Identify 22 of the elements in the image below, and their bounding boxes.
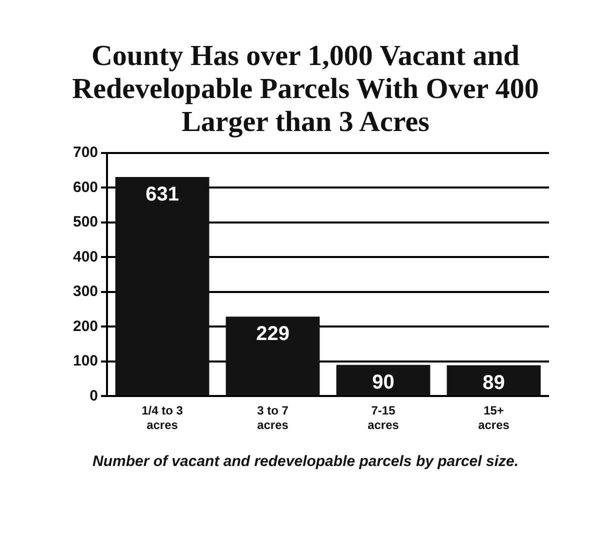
x-tick-label: 3 to 7 acres <box>257 404 289 432</box>
data-label: 229 <box>256 323 290 346</box>
chart-title: County Has over 1,000 Vacant and Redevelopable Parcels With Over 400 Larger than 3 Acres <box>71 40 540 139</box>
y-tick-label: 200 <box>72 318 98 335</box>
x-tick-label: 15+ acres <box>478 404 510 432</box>
y-tick-label: 700 <box>72 144 98 162</box>
data-label: 631 <box>146 183 179 206</box>
bar <box>336 364 430 396</box>
y-tick-label: 100 <box>72 352 98 370</box>
y-tick-label: 0 <box>90 387 98 404</box>
bar <box>446 365 541 396</box>
y-tick-label: 600 <box>72 178 98 196</box>
y-tick-label: 500 <box>72 214 98 231</box>
y-tick-label: 300 <box>72 283 98 300</box>
data-label: 90 <box>372 371 394 394</box>
bar <box>115 176 210 396</box>
data-label: 89 <box>482 372 505 394</box>
x-tick-label: 1/4 to 3 acres <box>142 404 184 432</box>
text: Number of vacant and redevelopable parcels by parcel size. <box>92 453 520 470</box>
x-tick-label: 7-15 acres <box>368 404 400 432</box>
bar <box>226 316 320 396</box>
y-tick-label: 400 <box>72 248 98 266</box>
